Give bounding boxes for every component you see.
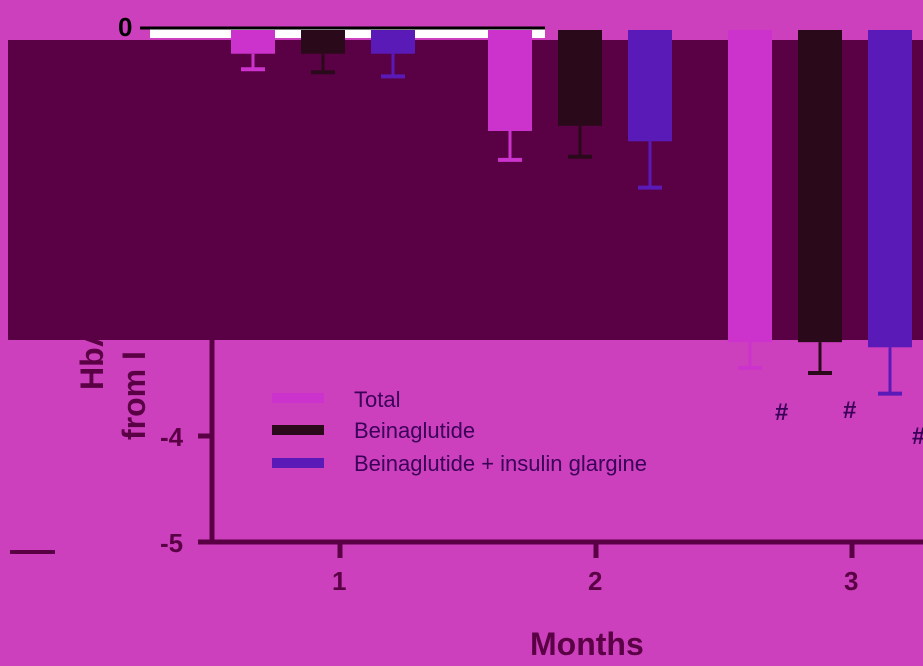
legend-label-beinaglutide: Beinaglutide xyxy=(354,418,475,443)
x-tick-1: 1 xyxy=(332,566,346,596)
bar-3-month-3 xyxy=(868,30,912,348)
legend-swatch-combo xyxy=(272,458,324,468)
y-tick-minus5: -5 xyxy=(160,528,183,558)
bar-3-month-2 xyxy=(628,30,672,142)
error-bars-group xyxy=(241,53,902,396)
bar-1-month-2 xyxy=(488,30,532,131)
y-axis-title-line1: HbA xyxy=(74,324,110,390)
x-tick-2: 2 xyxy=(588,566,602,596)
y-tick-minus4: -4 xyxy=(160,422,184,452)
x-axis-title: Months xyxy=(530,626,644,662)
significance-mark-total: # xyxy=(775,399,788,426)
significance-mark-combo: # xyxy=(912,423,923,450)
y-tick-0: 0 xyxy=(118,12,132,42)
bar-3-month-1 xyxy=(371,30,415,54)
y-axis-title-line2: from I xyxy=(116,351,152,440)
bar-2-month-1 xyxy=(301,30,345,54)
x-tick-3: 3 xyxy=(844,566,858,596)
bar-1-month-1 xyxy=(231,30,275,54)
legend-label-combo: Beinaglutide + insulin glargine xyxy=(354,451,647,476)
bar-2-month-2 xyxy=(558,30,602,126)
legend-swatch-beinaglutide xyxy=(272,425,324,435)
legend: Total Beinaglutide Beinaglutide + insuli… xyxy=(272,387,647,476)
zero-strip xyxy=(150,28,545,38)
legend-swatch-total xyxy=(272,393,324,403)
significance-mark-beinaglutide: # xyxy=(843,397,856,424)
bar-2-month-3 xyxy=(798,30,842,343)
overlay-band xyxy=(8,40,923,340)
bar-1-month-3 xyxy=(728,30,772,343)
bars-group xyxy=(231,30,912,348)
legend-label-total: Total xyxy=(354,387,400,412)
